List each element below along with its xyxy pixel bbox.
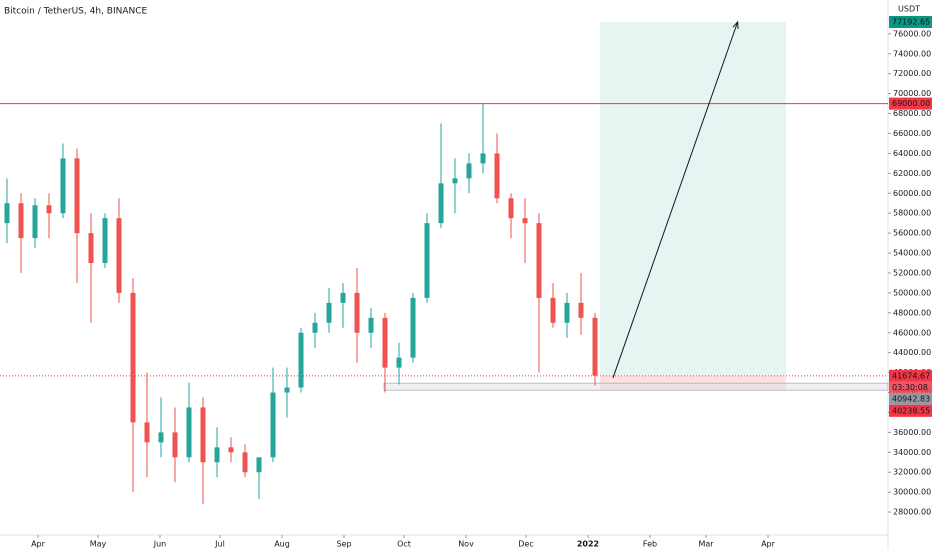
candle-body xyxy=(424,223,430,298)
y-tick-label: 74000.00 xyxy=(893,49,931,58)
support-label: 40942.83 xyxy=(892,394,930,403)
candle-body xyxy=(536,223,542,298)
candle-body xyxy=(340,292,346,303)
y-tick-label: 36000.00 xyxy=(893,428,931,437)
candle-body xyxy=(522,218,528,224)
candle-body xyxy=(452,178,458,184)
candle-body xyxy=(396,357,402,368)
y-tick-label: 66000.00 xyxy=(893,129,931,138)
stop-label: 40238.55 xyxy=(892,406,930,415)
y-tick-label: 58000.00 xyxy=(893,209,931,218)
projection-arrow xyxy=(612,21,739,379)
y-tick-label: 54000.00 xyxy=(893,249,931,258)
candle-body xyxy=(46,205,52,214)
candle-body xyxy=(88,233,94,264)
y-tick-label: 68000.00 xyxy=(893,109,931,118)
y-tick-label: 34000.00 xyxy=(893,448,931,457)
y-tick-label: 72000.00 xyxy=(893,69,931,78)
candle-body xyxy=(480,153,486,164)
candle-body xyxy=(368,317,374,333)
candle-body xyxy=(494,153,500,199)
y-tick-label: 32000.00 xyxy=(893,468,931,477)
candle-body xyxy=(466,163,472,179)
y-tick-label: 46000.00 xyxy=(893,328,931,337)
y-tick-label: 76000.00 xyxy=(893,29,931,38)
y-tick-label: 44000.00 xyxy=(893,348,931,357)
y-tick-label: 64000.00 xyxy=(893,149,931,158)
candle-body xyxy=(564,302,570,323)
x-tick-label: Nov xyxy=(458,540,474,549)
candle-body xyxy=(256,457,262,473)
candle-body xyxy=(18,203,24,239)
x-tick-label: Oct xyxy=(397,540,411,549)
countdown-bg xyxy=(889,381,932,393)
candle-body xyxy=(214,447,220,463)
target-label-bg xyxy=(889,15,932,28)
candle-body xyxy=(382,317,388,368)
candle-body xyxy=(550,297,556,323)
candle-body xyxy=(144,422,150,443)
y-tick-label: 52000.00 xyxy=(893,268,931,277)
candle-body xyxy=(326,302,332,323)
x-tick-label: Jun xyxy=(153,540,167,549)
candle-body xyxy=(508,198,514,219)
x-tick-label: 2022 xyxy=(577,540,599,549)
candle-body xyxy=(102,218,108,264)
x-tick-label: Feb xyxy=(643,540,657,549)
y-tick-label: 70000.00 xyxy=(893,89,931,98)
countdown: 03:30:08 xyxy=(892,383,928,392)
x-tick-label: May xyxy=(90,540,107,549)
candle-body xyxy=(116,218,122,293)
x-tick-label: Apr xyxy=(761,540,776,549)
candle-body xyxy=(298,332,304,388)
profit-zone xyxy=(600,21,786,376)
candle-body xyxy=(270,392,276,458)
candle-body xyxy=(438,183,444,224)
resistance-label: 69000.00 xyxy=(892,99,930,108)
currency: USDT xyxy=(898,5,920,14)
chart-title: Bitcoin / TetherUS, 4h, BINANCE xyxy=(4,7,148,17)
y-tick-label: 28000.00 xyxy=(893,508,931,517)
x-tick-label: Aug xyxy=(274,540,290,549)
y-tick-label: 48000.00 xyxy=(893,308,931,317)
candle-body xyxy=(592,317,598,376)
candle-body xyxy=(242,452,248,473)
x-tick-label: Apr xyxy=(31,540,46,549)
candle-body xyxy=(74,158,80,234)
last-price-label: 41674.67 xyxy=(892,371,930,380)
candle-body xyxy=(354,292,360,333)
arrow-head xyxy=(732,20,739,30)
x-tick-label: Jul xyxy=(214,540,225,549)
last-price-label-bg xyxy=(889,369,932,382)
candle-body xyxy=(158,432,164,443)
candle-body xyxy=(228,447,234,453)
candle-body xyxy=(186,407,192,458)
support-zone xyxy=(383,382,889,391)
stop-label-bg xyxy=(889,404,932,417)
candle-body xyxy=(172,432,178,458)
candle-body xyxy=(130,292,136,423)
candle-body xyxy=(578,302,584,318)
x-tick-label: Sep xyxy=(336,540,351,549)
resistance-label-bg xyxy=(889,97,932,110)
candle-body xyxy=(410,297,416,358)
candle-body xyxy=(284,387,290,393)
y-tick-label: 50000.00 xyxy=(893,288,931,297)
candle-body xyxy=(200,407,206,463)
candle-body xyxy=(4,203,10,224)
candle-body xyxy=(32,205,38,239)
target-label: 77192.65 xyxy=(892,17,930,26)
support-label-bg xyxy=(889,392,932,405)
y-tick-label: 60000.00 xyxy=(893,189,931,198)
candle-body xyxy=(60,158,66,214)
y-tick-label: 30000.00 xyxy=(893,488,931,497)
x-tick-label: Dec xyxy=(518,540,533,549)
y-tick-label: 62000.00 xyxy=(893,169,931,178)
y-tick-label: 56000.00 xyxy=(893,229,931,238)
x-tick-label: Mar xyxy=(698,540,714,549)
candle-body xyxy=(312,322,318,333)
